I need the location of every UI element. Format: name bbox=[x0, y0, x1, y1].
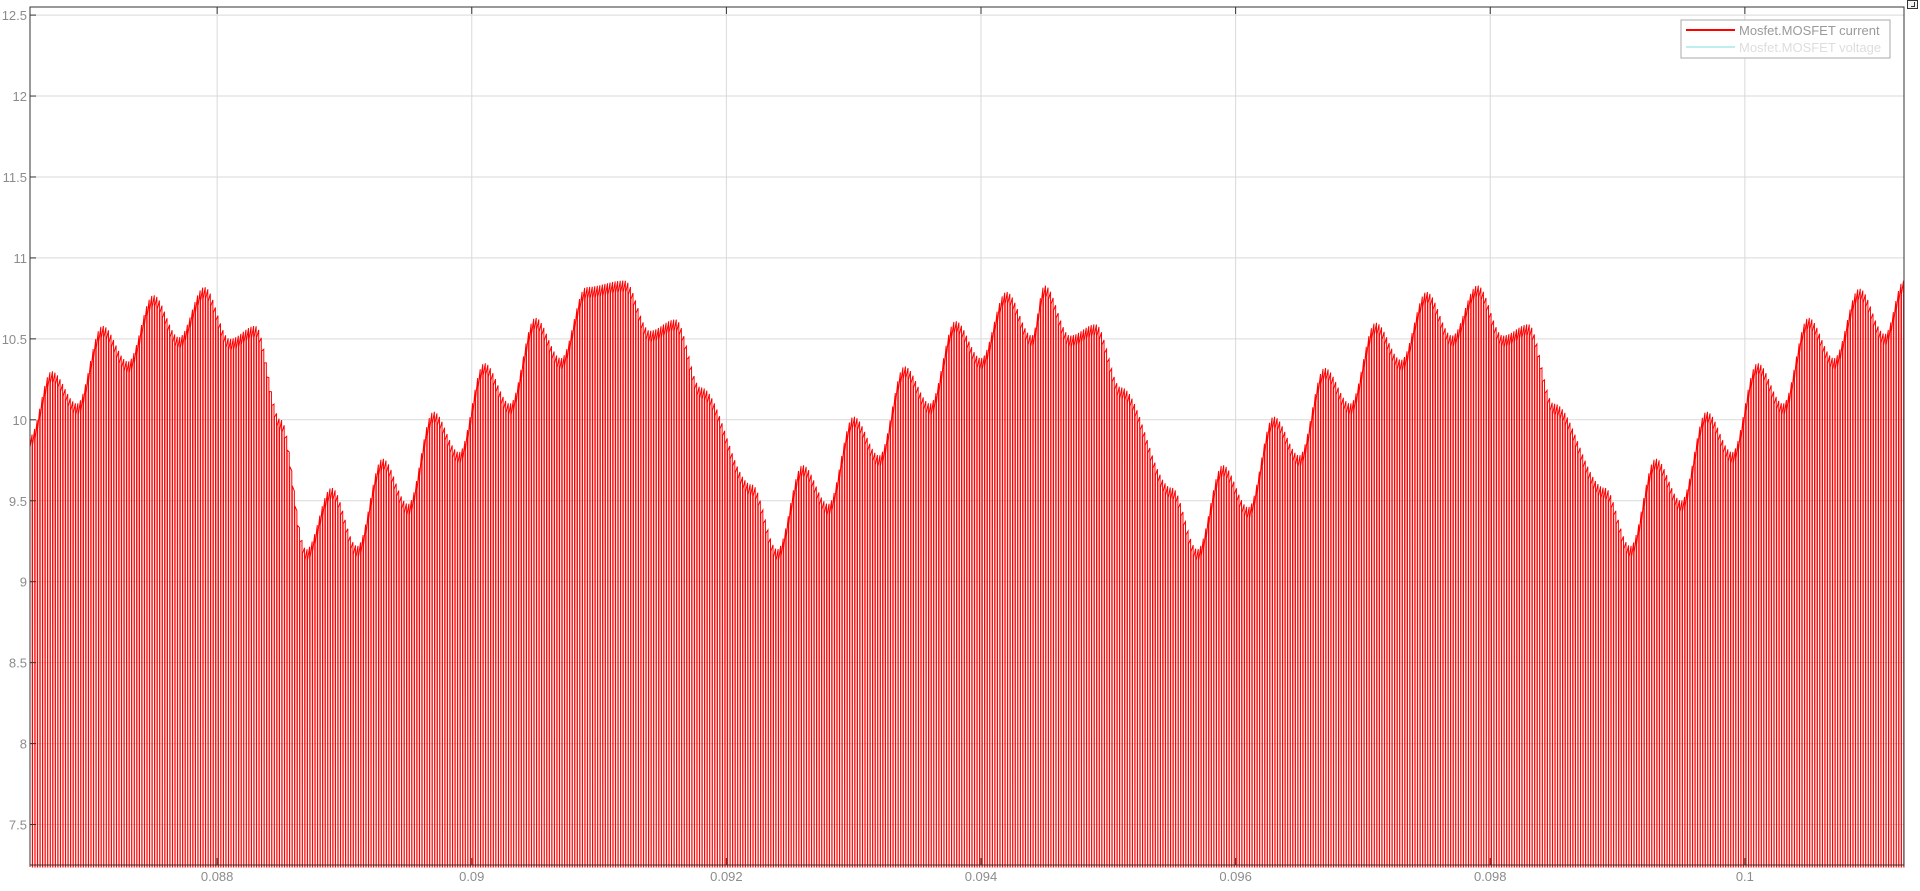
y-tick-label: 12.5 bbox=[2, 8, 27, 23]
x-tick-label: 0.088 bbox=[201, 869, 234, 884]
y-tick-label: 12 bbox=[13, 89, 27, 104]
y-tick-label: 10 bbox=[13, 413, 27, 428]
expand-icon[interactable] bbox=[1907, 0, 1918, 9]
legend-box bbox=[1680, 19, 1891, 59]
y-tick-label: 8.5 bbox=[9, 656, 27, 671]
x-tick-label: 0.09 bbox=[459, 869, 484, 884]
x-tick-label: 0.092 bbox=[710, 869, 743, 884]
x-tick-label: 0.094 bbox=[965, 869, 998, 884]
legend-label-voltage[interactable]: Mosfet.MOSFET voltage bbox=[1739, 40, 1881, 55]
y-tick-label: 7.5 bbox=[9, 818, 27, 833]
x-tick-label: 0.1 bbox=[1736, 869, 1754, 884]
y-tick-label: 11 bbox=[14, 251, 28, 266]
legend-label-current[interactable]: Mosfet.MOSFET current bbox=[1739, 23, 1880, 38]
x-tick-label: 0.096 bbox=[1219, 869, 1252, 884]
y-tick-label: 11.5 bbox=[3, 170, 27, 185]
y-tick-label: 8 bbox=[20, 737, 27, 752]
y-tick-label: 10.5 bbox=[2, 332, 27, 347]
y-axis: 7.5 8 8.5 9 9.5 10 10.5 11 11.5 12 12.5 bbox=[2, 8, 36, 833]
series-line-mosfet-current bbox=[29, 280, 1905, 868]
y-tick-label: 9.5 bbox=[9, 494, 27, 509]
x-tick-label: 0.098 bbox=[1474, 869, 1507, 884]
legend[interactable]: Mosfet.MOSFET current Mosfet.MOSFET volt… bbox=[1680, 19, 1891, 59]
plot-frame bbox=[29, 6, 1905, 866]
current-trace bbox=[29, 280, 1905, 868]
x-axis: 0.088 0.09 0.092 0.094 0.096 0.098 0.1 bbox=[201, 7, 1754, 884]
y-tick-label: 9 bbox=[20, 575, 27, 590]
